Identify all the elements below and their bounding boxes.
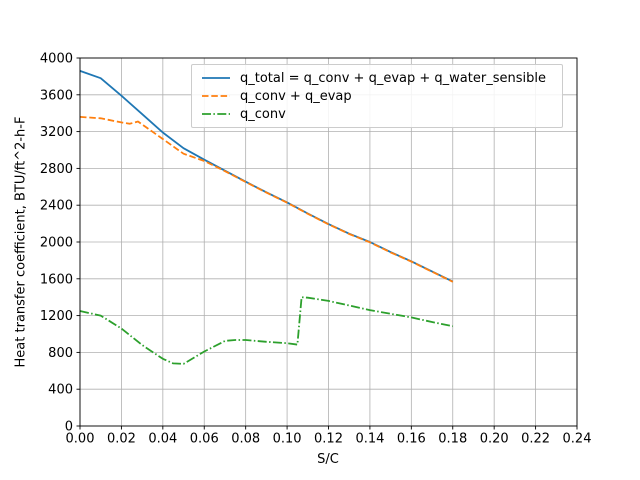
- x-tick-label: 0.12: [314, 432, 343, 447]
- legend: q_total = q_conv + q_evap + q_water_sens…: [191, 64, 563, 128]
- x-tick-label: 0.06: [190, 432, 219, 447]
- y-tick-label: 2000: [40, 236, 73, 251]
- x-tick-label: 0.18: [438, 432, 467, 447]
- y-axis-label: Heat transfer coefficient, BTU/ft^2-h-F: [13, 116, 29, 368]
- x-tick-label: 0.08: [231, 432, 260, 447]
- legend-line-sample-q-conv: [202, 113, 230, 115]
- legend-item-q-total: q_total = q_conv + q_evap + q_water_sens…: [201, 71, 553, 86]
- x-tick-label: 0.02: [107, 432, 136, 447]
- x-axis-label: S/C: [317, 452, 339, 467]
- y-tick-label: 800: [48, 346, 73, 361]
- x-tick-label: 0.16: [397, 432, 426, 447]
- x-tick-label: 0.04: [148, 432, 177, 447]
- legend-label-q-conv: q_conv: [240, 106, 286, 122]
- y-tick-label: 4000: [40, 52, 73, 67]
- y-tick-label: 2400: [40, 199, 73, 214]
- y-tick-label: 2800: [40, 162, 73, 177]
- x-tick-label: 0.20: [480, 432, 509, 447]
- x-tick-label: 0.24: [563, 432, 592, 447]
- legend-item-q-conv-evap: q_conv + q_evap: [201, 89, 553, 104]
- legend-label-q-total: q_total = q_conv + q_evap + q_water_sens…: [240, 70, 546, 86]
- x-tick-label: 0.00: [66, 432, 95, 447]
- legend-line-sample-q-conv-evap: [202, 95, 230, 97]
- y-tick-label: 3600: [40, 88, 73, 103]
- y-tick-label: 3200: [40, 125, 73, 140]
- series-line-2: [79, 296, 453, 365]
- y-tick-label: 0: [65, 420, 73, 435]
- y-tick-label: 1600: [40, 272, 73, 287]
- x-tick-label: 0.14: [355, 432, 384, 447]
- y-tick-label: 1200: [40, 309, 73, 324]
- x-tick-label: 0.10: [273, 432, 302, 447]
- series-line-1: [79, 116, 454, 283]
- legend-item-q-conv: q_conv: [201, 107, 553, 122]
- y-tick-label: 400: [48, 383, 73, 398]
- legend-label-q-conv-evap: q_conv + q_evap: [240, 88, 352, 104]
- x-tick-label: 0.22: [521, 432, 550, 447]
- legend-line-sample-q-total: [202, 77, 230, 79]
